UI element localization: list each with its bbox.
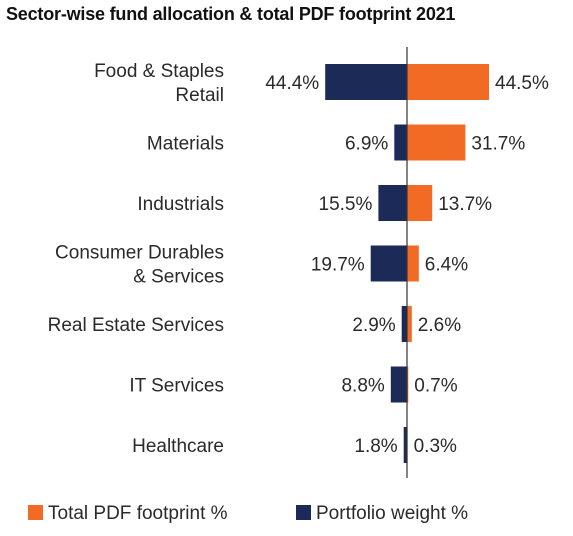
value-label-portfolio-weight: 1.8% bbox=[354, 436, 397, 457]
category-label: Healthcare bbox=[132, 436, 224, 457]
value-label-pdf-footprint: 44.5% bbox=[495, 73, 549, 94]
value-label-portfolio-weight: 2.9% bbox=[352, 315, 395, 336]
bar-portfolio-weight bbox=[390, 366, 407, 403]
legend: Total PDF footprint % Portfolio weight % bbox=[28, 503, 468, 524]
bar-pdf-footprint bbox=[407, 366, 409, 403]
chart-title: Sector-wise fund allocation & total PDF … bbox=[6, 4, 456, 24]
value-label-pdf-footprint: 2.6% bbox=[418, 315, 461, 336]
value-label-portfolio-weight: 8.8% bbox=[341, 376, 384, 397]
bar-pdf-footprint bbox=[407, 185, 433, 221]
category-label: Retail bbox=[175, 85, 224, 106]
value-label-pdf-footprint: 31.7% bbox=[471, 134, 525, 155]
bar-portfolio-weight bbox=[401, 306, 407, 342]
legend-label: Portfolio weight % bbox=[316, 503, 468, 524]
labels-group: 44.4% 44.5% Food & Staples Retail 6.9% 31.7% M… bbox=[48, 61, 549, 457]
category-label: Materials bbox=[147, 134, 224, 155]
bars-group bbox=[325, 64, 489, 463]
value-label-pdf-footprint: 0.7% bbox=[414, 376, 457, 397]
bar-portfolio-weight bbox=[378, 185, 407, 221]
category-label: Real Estate Services bbox=[48, 315, 224, 336]
bar-portfolio-weight bbox=[403, 427, 407, 463]
bar-pdf-footprint bbox=[407, 124, 466, 161]
legend-swatch bbox=[296, 505, 311, 520]
category-label: Industrials bbox=[137, 194, 224, 215]
category-label: & Services bbox=[133, 267, 224, 288]
bar-portfolio-weight bbox=[370, 245, 407, 282]
value-label-portfolio-weight: 6.9% bbox=[345, 134, 388, 155]
bar-portfolio-weight bbox=[394, 124, 407, 161]
legend-swatch bbox=[28, 505, 43, 520]
bar-pdf-footprint bbox=[407, 245, 419, 282]
bar-pdf-footprint bbox=[407, 306, 412, 342]
bar-portfolio-weight bbox=[325, 64, 407, 100]
legend-label: Total PDF footprint % bbox=[48, 503, 228, 524]
category-label: Consumer Durables bbox=[55, 243, 224, 264]
value-label-pdf-footprint: 6.4% bbox=[425, 255, 468, 276]
category-label: IT Services bbox=[129, 376, 224, 397]
bar-pdf-footprint bbox=[407, 64, 489, 100]
value-label-pdf-footprint: 13.7% bbox=[438, 194, 492, 215]
value-label-portfolio-weight: 44.4% bbox=[265, 73, 319, 94]
value-label-pdf-footprint: 0.3% bbox=[414, 436, 457, 457]
value-label-portfolio-weight: 15.5% bbox=[319, 194, 373, 215]
value-label-portfolio-weight: 19.7% bbox=[311, 255, 365, 276]
category-label: Food & Staples bbox=[94, 61, 224, 82]
